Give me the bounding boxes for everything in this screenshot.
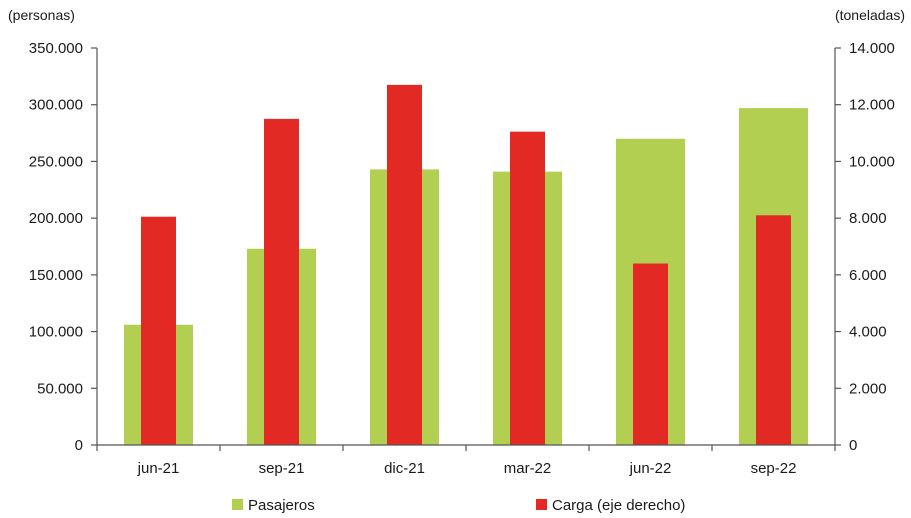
left-tick-label: 150.000: [29, 267, 83, 284]
bar-carga: [756, 215, 791, 445]
legend-swatch-carga: [536, 499, 547, 510]
legend-label-carga: Carga (eje derecho): [552, 497, 685, 514]
right-tick-label: 8.000: [849, 210, 887, 227]
bar-carga: [510, 131, 545, 445]
category-label: dic-21: [384, 460, 425, 477]
left-axis-ticks: 0 50.000 100.000 150.000 200.000 250.000 300.0…: [29, 40, 97, 454]
category-label: jun-21: [137, 460, 180, 477]
legend-label-pasajeros: Pasajeros: [248, 497, 315, 514]
category-label: mar-22: [504, 460, 552, 477]
right-tick-label: 0: [849, 437, 857, 454]
bar-carga: [387, 84, 422, 445]
left-tick-label: 300.000: [29, 97, 83, 114]
right-axis-unit-label: (toneladas): [835, 7, 905, 23]
legend-swatch-pasajeros: [232, 499, 243, 510]
left-tick-label: 200.000: [29, 210, 83, 227]
left-tick-label: 100.000: [29, 324, 83, 341]
legend: Pasajeros Carga (eje derecho): [232, 497, 685, 514]
left-tick-label: 0: [75, 437, 83, 454]
right-axis-ticks: 0 2.000 4.000 6.000 8.000 10.000 12.000 14.000: [835, 40, 895, 454]
right-tick-label: 6.000: [849, 267, 887, 284]
right-tick-label: 2.000: [849, 380, 887, 397]
right-tick-label: 14.000: [849, 40, 895, 57]
left-tick-label: 50.000: [37, 380, 83, 397]
bar-carga: [141, 216, 176, 445]
carga-bars: [141, 84, 791, 446]
bar-carga: [633, 263, 668, 445]
category-label: jun-22: [629, 460, 672, 477]
right-tick-label: 12.000: [849, 97, 895, 114]
category-label: sep-21: [259, 460, 305, 477]
left-tick-label: 350.000: [29, 40, 83, 57]
category-label: sep-22: [751, 460, 797, 477]
left-axis-unit-label: (personas): [8, 7, 75, 23]
bar-carga: [264, 118, 299, 446]
right-tick-label: 10.000: [849, 153, 895, 170]
pasajeros-bars: [124, 108, 808, 446]
left-tick-label: 250.000: [29, 153, 83, 170]
right-tick-label: 4.000: [849, 324, 887, 341]
x-axis-category-labels: jun-21 sep-21 dic-21 mar-22 jun-22 sep-22: [96, 445, 836, 477]
